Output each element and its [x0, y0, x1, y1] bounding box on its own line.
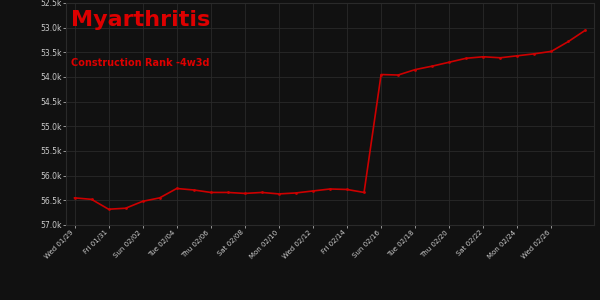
Text: Construction Rank -4w3d: Construction Rank -4w3d	[71, 58, 210, 68]
Text: Myarthritis: Myarthritis	[71, 10, 211, 30]
